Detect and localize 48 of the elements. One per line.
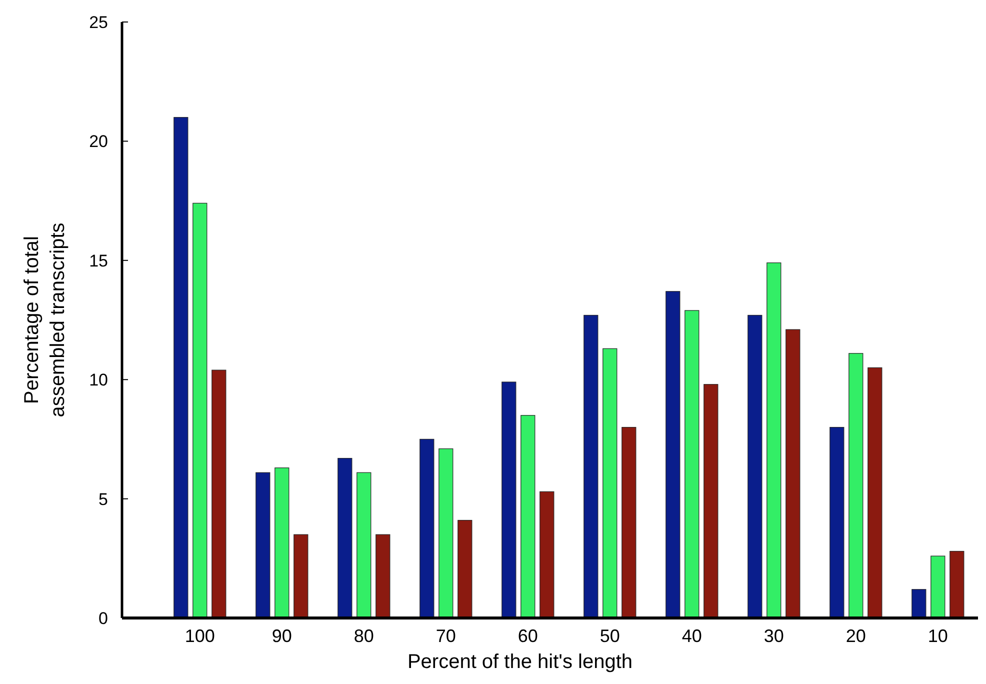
bar [376,534,390,618]
x-tick-label: 70 [436,626,456,646]
y-tick-label: 15 [89,251,108,270]
bar [912,589,926,618]
bar [174,117,188,618]
bar [502,382,516,618]
bar [294,534,308,618]
bar [684,310,700,618]
bar [666,291,680,618]
x-tick-label: 80 [354,626,374,646]
bar [704,384,718,618]
x-tick-label: 50 [600,626,620,646]
bar [830,426,844,618]
bar [848,353,864,618]
x-tick-label: 100 [184,626,215,646]
bar [338,458,352,618]
y-axis-title: Percentage of total assembled transcripts [21,222,69,418]
x-tick-label: 20 [846,626,866,646]
bar [584,314,598,618]
y-tick-label: 5 [98,490,108,509]
bar [520,415,536,618]
bar [786,329,800,618]
bar [356,472,372,618]
x-tick-label: 60 [518,626,538,646]
bar [748,314,762,618]
y-tick-label: 0 [98,608,108,628]
x-tick-label: 90 [272,626,292,646]
bar [420,438,434,618]
x-axis-title: Percent of the hit's length [407,651,633,673]
bar [868,367,882,618]
y-tick-label: 25 [89,12,108,32]
bar [212,370,226,618]
y-tick-label: 10 [89,370,108,390]
bar [622,426,636,618]
bar [438,448,454,618]
bar [274,468,290,618]
x-tick-label: 10 [928,626,948,646]
bar [930,556,946,618]
bar [192,202,208,618]
y-tick-label: 20 [89,132,108,152]
x-tick-label: 30 [764,626,784,646]
bar [540,491,554,618]
bar [602,348,618,618]
bar [950,550,964,618]
bar [458,520,472,618]
bar [766,262,782,618]
x-tick-label: 40 [682,626,702,646]
bar [256,472,270,618]
